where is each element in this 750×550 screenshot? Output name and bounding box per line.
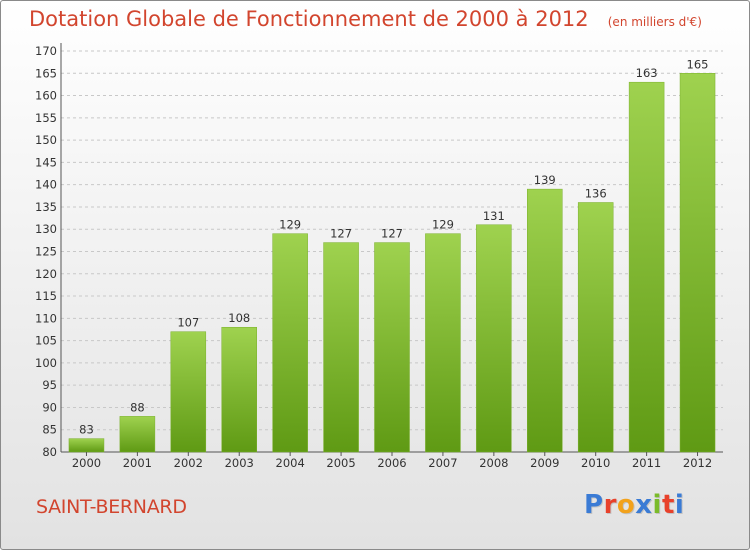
x-tick-label: 2001 bbox=[123, 456, 152, 470]
bar bbox=[170, 331, 207, 453]
x-tick-label: 2000 bbox=[72, 456, 101, 470]
chart-title-block: Dotation Globale de Fonctionnement de 20… bbox=[29, 7, 702, 31]
x-tick-label: 2004 bbox=[276, 456, 305, 470]
x-tick-label: 2002 bbox=[174, 456, 203, 470]
bar bbox=[119, 416, 156, 453]
y-tick-label: 110 bbox=[35, 311, 57, 325]
proxiti-logo: Proxiti bbox=[584, 490, 684, 520]
logo-letter: i bbox=[652, 490, 662, 520]
bar bbox=[628, 81, 665, 453]
bar bbox=[425, 233, 461, 453]
logo-letter: i bbox=[674, 490, 685, 520]
x-tick-label: 2012 bbox=[683, 456, 712, 470]
bar bbox=[527, 188, 563, 453]
bar bbox=[476, 224, 512, 453]
x-tick-label: 2010 bbox=[581, 456, 610, 470]
bar-value-label: 107 bbox=[177, 316, 199, 330]
chart-unit: (en milliers d'€) bbox=[607, 15, 702, 29]
bar-value-label: 108 bbox=[228, 311, 250, 325]
y-tick-label: 125 bbox=[35, 245, 57, 259]
bar-value-label: 131 bbox=[483, 209, 505, 223]
bar-value-label: 163 bbox=[636, 66, 658, 80]
y-tick-label: 85 bbox=[42, 423, 57, 437]
y-tick-label: 150 bbox=[35, 133, 57, 147]
x-tick-label: 2007 bbox=[428, 456, 457, 470]
bar-value-label: 129 bbox=[432, 218, 454, 232]
logo-letter: r bbox=[603, 490, 617, 520]
y-tick-label: 120 bbox=[35, 267, 57, 281]
x-tick-label: 2003 bbox=[225, 456, 254, 470]
y-tick-label: 90 bbox=[42, 400, 57, 414]
y-tick-label: 115 bbox=[35, 289, 57, 303]
bar-value-label: 165 bbox=[687, 57, 709, 71]
y-tick-label: 145 bbox=[35, 155, 57, 169]
bar-value-label: 83 bbox=[79, 423, 94, 437]
bar-value-label: 139 bbox=[534, 173, 556, 187]
y-tick-label: 105 bbox=[35, 334, 57, 348]
x-tick-label: 2005 bbox=[326, 456, 355, 470]
bar-value-label: 136 bbox=[585, 186, 607, 200]
logo-letter: P bbox=[584, 490, 604, 520]
chart-title: Dotation Globale de Fonctionnement de 20… bbox=[29, 7, 589, 31]
bar bbox=[374, 242, 410, 453]
x-tick-label: 2006 bbox=[377, 456, 406, 470]
logo-letter: t bbox=[661, 490, 675, 520]
commune-name: SAINT-BERNARD bbox=[36, 496, 187, 518]
y-tick-label: 80 bbox=[42, 445, 57, 459]
bar bbox=[577, 202, 614, 453]
y-tick-label: 155 bbox=[35, 111, 57, 125]
y-tick-label: 165 bbox=[35, 66, 57, 80]
y-tick-label: 130 bbox=[35, 222, 57, 236]
x-tick-label: 2011 bbox=[632, 456, 661, 470]
bar-value-label: 88 bbox=[130, 400, 145, 414]
y-tick-label: 100 bbox=[35, 356, 57, 370]
logo-letter: o bbox=[616, 490, 636, 520]
x-tick-label: 2008 bbox=[479, 456, 508, 470]
bar-value-label: 129 bbox=[279, 218, 301, 232]
bar bbox=[323, 242, 359, 453]
x-tick-label: 2009 bbox=[530, 456, 559, 470]
bar bbox=[272, 233, 308, 453]
bar-value-label: 127 bbox=[330, 227, 352, 241]
y-tick-label: 135 bbox=[35, 200, 57, 214]
logo-letter: x bbox=[635, 490, 653, 520]
y-tick-label: 160 bbox=[35, 89, 57, 103]
bar bbox=[68, 438, 105, 453]
bar bbox=[221, 326, 257, 453]
bar bbox=[679, 73, 716, 453]
y-tick-label: 170 bbox=[35, 44, 57, 58]
y-tick-label: 140 bbox=[35, 178, 57, 192]
y-tick-label: 95 bbox=[42, 378, 57, 392]
bar-value-label: 127 bbox=[381, 227, 403, 241]
